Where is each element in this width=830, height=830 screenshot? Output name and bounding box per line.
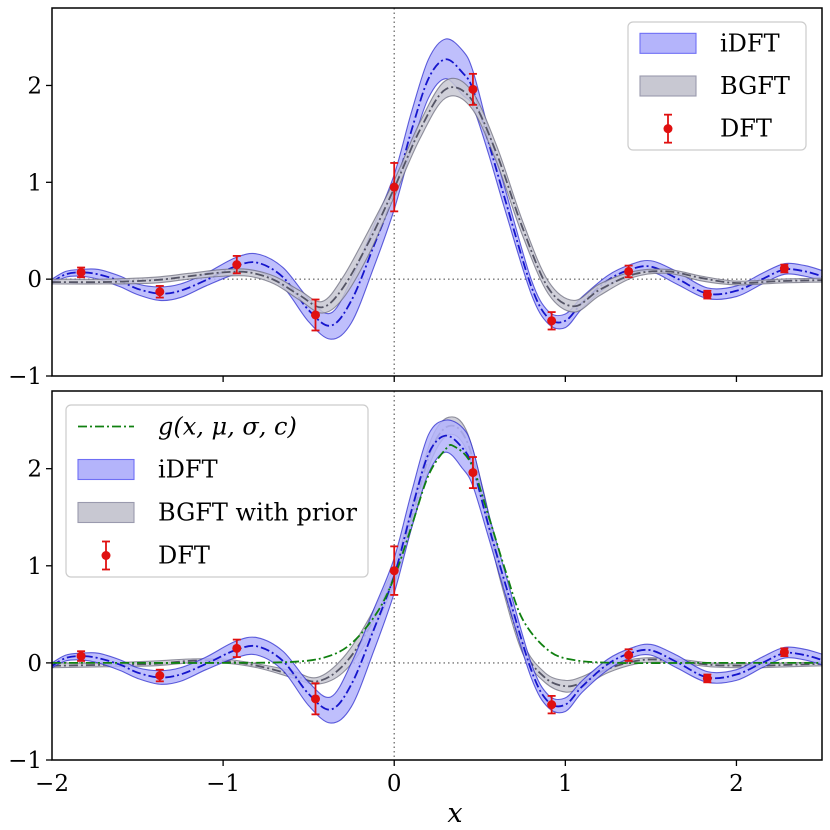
legend-frame xyxy=(627,21,807,151)
idft-band xyxy=(52,419,822,724)
legend-entry-idft: iDFT xyxy=(639,29,780,57)
legend-swatch xyxy=(639,75,697,97)
dft-point xyxy=(389,545,399,596)
dft-point xyxy=(547,311,557,331)
legend-label: BGFT with prior xyxy=(158,499,357,527)
legend-swatch xyxy=(639,32,697,54)
legend-swatch xyxy=(77,458,135,481)
legend-label: iDFT xyxy=(158,456,218,484)
top-panel: −1 0 1 2 iDFT BGFT DFT xyxy=(8,7,823,390)
x-tick-label: −2 xyxy=(35,771,69,797)
idft-mean-line xyxy=(52,434,822,711)
legend-swatch xyxy=(663,113,673,144)
dft-point xyxy=(624,264,634,279)
dft-point xyxy=(311,298,321,332)
x-tick-label: 1 xyxy=(558,771,573,797)
dft-point xyxy=(468,456,478,490)
legend-swatch xyxy=(77,501,135,524)
g-x-c-line xyxy=(52,444,822,665)
dft-point xyxy=(76,266,86,279)
axes-frame xyxy=(51,7,823,377)
dft-point xyxy=(76,650,86,662)
y-tick-label: 2 xyxy=(27,73,42,99)
legend-label: iDFT xyxy=(720,29,780,57)
idft-band xyxy=(52,38,822,340)
idft-band-upper-edge xyxy=(52,38,822,317)
y-tick-label: 2 xyxy=(27,457,42,483)
y-tick-label: 1 xyxy=(27,554,42,580)
legend-label: g(x, μ, σ, c) xyxy=(158,413,297,441)
bgft-band-upper-edge xyxy=(52,77,822,303)
legend-entry-dft: DFT xyxy=(663,113,772,144)
legend-entry-dft: DFT xyxy=(101,540,210,571)
dft-point xyxy=(702,673,712,684)
legend-entry-bgft: BGFT xyxy=(639,72,790,100)
y-tick-label: −1 xyxy=(8,364,42,390)
dft-point xyxy=(155,668,165,683)
legend-swatch xyxy=(101,540,111,571)
bgft-mean-line xyxy=(52,86,822,309)
y-tick-label: −1 xyxy=(8,748,42,774)
x-tick-label: 0 xyxy=(387,771,402,797)
legend-label: DFT xyxy=(720,115,772,143)
x-tick-label: −1 xyxy=(206,771,240,797)
x-axis-label: x xyxy=(447,798,462,829)
dft-point xyxy=(779,263,789,274)
y-tick-label: 1 xyxy=(27,170,42,196)
x-tick-label: 2 xyxy=(729,771,744,797)
idft-band-upper-edge xyxy=(52,419,822,701)
y-tick-label: 0 xyxy=(27,651,42,677)
dft-point xyxy=(702,289,712,300)
dft-point xyxy=(624,648,634,662)
dft-point xyxy=(468,72,478,106)
y-tick-label: 0 xyxy=(27,267,42,293)
dft-point xyxy=(779,647,789,657)
legend-label: DFT xyxy=(158,542,210,570)
legend: g(x, μ, σ, c) iDFT BGFT with prior DFT xyxy=(65,404,369,578)
legend-label: BGFT xyxy=(720,72,790,100)
legend-frame xyxy=(65,404,369,578)
idft-band-lower-edge xyxy=(52,78,822,340)
plot-area xyxy=(52,391,822,760)
dft-point xyxy=(389,162,399,213)
legend-entry-idft: iDFT xyxy=(77,456,218,484)
plot-area xyxy=(52,8,822,376)
dft-point xyxy=(155,285,165,299)
axes-frame xyxy=(51,390,823,761)
legend: iDFT BGFT DFT xyxy=(627,21,807,151)
legend-entry-bgft-with-prior: BGFT with prior xyxy=(77,499,357,527)
legend-entry-g-x-c: g(x, μ, σ, c) xyxy=(78,413,297,441)
dft-point xyxy=(311,682,321,716)
bgft-band-lower-edge xyxy=(52,95,822,314)
dft-point xyxy=(232,638,242,658)
dft-point xyxy=(547,695,557,715)
dft-point xyxy=(232,255,242,275)
